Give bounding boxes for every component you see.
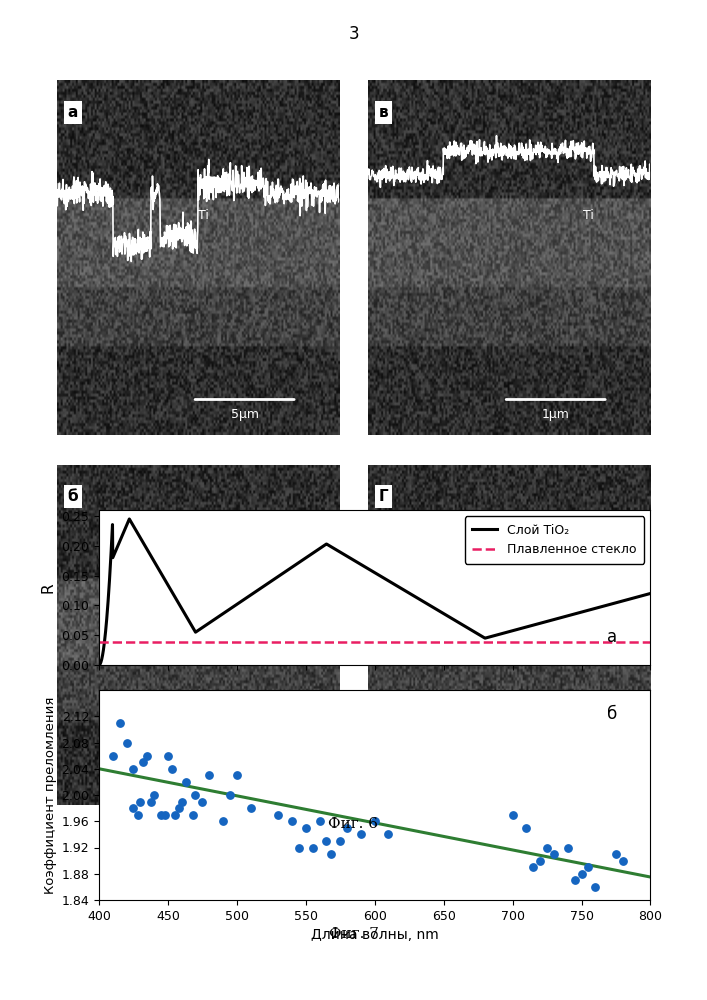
Point (590, 879, 601, 895)
Point (300, 820, 312, 836)
Point (160, 807, 171, 823)
Point (369, 813, 380, 829)
Text: б: б (607, 705, 617, 723)
Point (218, 813, 229, 829)
Point (148, 787, 160, 803)
Point (521, 820, 532, 836)
Point (128, 761, 139, 777)
Point (356, 826, 367, 842)
Point (562, 840, 573, 856)
Point (141, 748, 153, 764)
Y-axis label: R: R (41, 582, 56, 593)
Text: а: а (607, 628, 617, 646)
Point (189, 787, 201, 803)
Y-axis label: Коэффициент преломления: Коэффициент преломления (45, 696, 57, 894)
Point (107, 748, 119, 764)
Point (273, 807, 284, 823)
Point (617, 853, 629, 869)
Point (166, 761, 177, 777)
Legend: Слой TiO₂, Плавленное стекло: Слой TiO₂, Плавленное стекло (464, 516, 644, 564)
Text: Ti: Ti (583, 209, 594, 222)
Point (307, 840, 318, 856)
Point (576, 866, 588, 882)
X-axis label: Длина волны, nm: Длина волны, nm (311, 928, 438, 942)
Text: Фиг. 7: Фиг. 7 (329, 927, 378, 941)
Point (341, 820, 353, 836)
Point (169, 807, 180, 823)
Point (534, 853, 546, 869)
Text: Ti: Ti (198, 209, 209, 222)
Point (286, 813, 298, 829)
Point (204, 767, 215, 783)
Point (187, 807, 199, 823)
Point (583, 859, 594, 875)
Point (137, 754, 148, 770)
Point (610, 846, 621, 862)
Point (542, 840, 553, 856)
Text: 5μm: 5μm (230, 408, 259, 421)
Point (135, 794, 146, 810)
Point (224, 787, 235, 803)
Point (197, 794, 208, 810)
Point (293, 840, 305, 856)
Point (527, 859, 539, 875)
Point (321, 833, 332, 849)
Text: 1μm: 1μm (230, 778, 259, 791)
Text: Г: Г (379, 489, 389, 504)
Point (245, 800, 257, 816)
Point (569, 872, 580, 888)
Point (146, 794, 157, 810)
Text: а: а (68, 105, 78, 120)
Text: 500nm: 500nm (531, 778, 575, 791)
Point (231, 767, 243, 783)
Text: в: в (379, 105, 389, 120)
Point (314, 813, 325, 829)
Point (173, 800, 185, 816)
Point (180, 774, 192, 790)
Point (176, 794, 187, 810)
Point (325, 846, 337, 862)
Point (163, 748, 174, 764)
Text: 3: 3 (348, 25, 359, 43)
Point (383, 826, 395, 842)
Point (334, 833, 346, 849)
Point (507, 807, 518, 823)
Text: Фиг. 6: Фиг. 6 (329, 817, 378, 831)
Point (128, 800, 139, 816)
Point (121, 734, 132, 750)
Point (114, 715, 125, 731)
Point (132, 807, 144, 823)
Text: 1μm: 1μm (542, 408, 570, 421)
Point (156, 807, 167, 823)
Point (549, 846, 560, 862)
Text: б: б (68, 489, 78, 504)
